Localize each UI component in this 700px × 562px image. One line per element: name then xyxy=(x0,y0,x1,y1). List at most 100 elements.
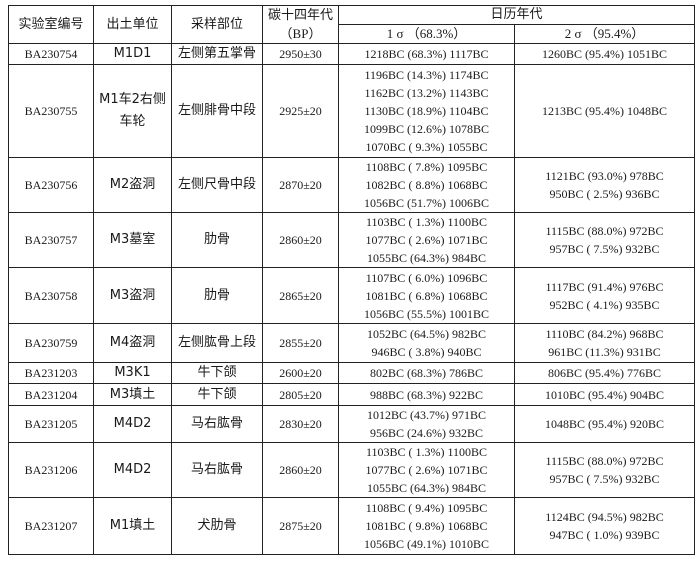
date-range: 1108BC ( 9.4%) 1095BC xyxy=(365,501,488,515)
unit-cell: M4盗洞 xyxy=(93,323,172,363)
unit-cell: M1D1 xyxy=(93,43,172,65)
lab-id-cell: BA231204 xyxy=(8,383,94,406)
unit-cell: M3K1 xyxy=(93,362,172,384)
unit-cell: M3盗洞 xyxy=(93,267,172,324)
table-row: BA231207 M1填土 犬肋骨 2875±20 1108BC ( 9.4%) 109… xyxy=(8,497,696,555)
date-range: 1082BC ( 8.8%) 1068BC xyxy=(365,178,488,192)
unit-cell: M2盗洞 xyxy=(93,157,172,213)
header-c14: 碳十四年代 （BP） xyxy=(262,5,339,44)
sigma2-cell: 1115BC (88.0%) 972BC 957BC ( 7.5%) 932BC xyxy=(513,212,696,268)
date-range: 1056BC (51.7%) 1006BC xyxy=(363,196,489,210)
date-range: 1055BC (64.3%) 984BC xyxy=(366,481,486,495)
date-range: 1081BC ( 6.8%) 1068BC xyxy=(365,288,488,303)
c14-cell: 2860±20 xyxy=(262,212,339,268)
header-lab-id: 实验室编号 xyxy=(8,5,94,44)
date-range: 1056BC (49.1%) 1010BC xyxy=(363,537,489,551)
date-range: 806BC (95.4%) 776BC xyxy=(548,366,662,380)
c14-cell: 2875±20 xyxy=(262,497,339,555)
date-range: 957BC ( 7.5%) 932BC xyxy=(549,472,660,486)
date-range: 1121BC (93.0%) 978BC xyxy=(545,169,664,183)
date-range: 1115BC (88.0%) 972BC xyxy=(545,454,664,468)
sigma2-cell: 1117BC (91.4%) 976BC 952BC ( 4.1%) 935BC xyxy=(513,267,696,324)
header-c14-unit: （BP） xyxy=(279,25,322,41)
date-range: 1081BC ( 9.8%) 1068BC xyxy=(365,519,488,533)
part-cell: 左侧第五掌骨 xyxy=(171,43,263,65)
lab-id-cell: BA231203 xyxy=(8,362,94,384)
header-calendar: 日历年代 xyxy=(337,5,696,25)
sigma2-cell: 1115BC (88.0%) 972BC 957BC ( 7.5%) 932BC xyxy=(513,442,696,498)
part-cell: 犬肋骨 xyxy=(171,497,263,555)
sigma1-cell: 1012BC (43.7%) 971BC 956BC (24.6%) 932BC xyxy=(338,405,515,443)
date-range: 946BC ( 3.8%) 940BC xyxy=(371,345,482,359)
lab-id-cell: BA230756 xyxy=(8,157,94,213)
part-cell: 马右肱骨 xyxy=(171,442,263,498)
part-cell: 左侧尺骨中段 xyxy=(171,157,263,213)
c14-cell: 2830±20 xyxy=(262,405,339,443)
c14-cell: 2950±30 xyxy=(262,43,339,65)
header-sigma2: 2 σ （95.4%） xyxy=(513,24,696,44)
table-row: BA230755 M1车2右侧车轮 左侧腓骨中段 2925±20 1196BC (14.… xyxy=(8,64,696,158)
date-range: 1103BC ( 1.3%) 1100BC xyxy=(365,445,488,459)
lab-id-cell: BA230755 xyxy=(8,64,94,158)
date-range: 1056BC (55.5%) 1001BC xyxy=(363,306,489,321)
date-range: 957BC ( 7.5%) 932BC xyxy=(549,242,660,256)
date-range: 1012BC (43.7%) 971BC xyxy=(366,408,486,422)
date-range: 1077BC ( 2.6%) 1071BC xyxy=(365,233,488,247)
lab-id-cell: BA230754 xyxy=(8,43,94,65)
date-range: 956BC (24.6%) 932BC xyxy=(369,426,483,440)
date-range: 1010BC (95.4%) 904BC xyxy=(545,387,665,402)
date-range: 1110BC (84.2%) 968BC xyxy=(545,327,664,341)
part-cell: 左侧肱骨上段 xyxy=(171,323,263,363)
c14-cell: 2865±20 xyxy=(262,267,339,324)
date-range: 947BC ( 1.0%) 939BC xyxy=(549,528,660,542)
table-row: BA231206 M4D2 马右肱骨 2860±20 1103BC ( 1.3%) 11… xyxy=(8,442,696,498)
sigma2-cell: 1121BC (93.0%) 978BC 950BC ( 2.5%) 936BC xyxy=(513,157,696,213)
table-row: BA231204 M3填土 牛下颌 2805±20 988BC (68.3%) 922B… xyxy=(8,383,696,406)
header-c14-label: 碳十四年代 xyxy=(267,7,333,23)
date-range: 1124BC (94.5%) 982BC xyxy=(545,510,664,524)
part-cell: 马右肱骨 xyxy=(171,405,263,443)
date-range: 1162BC (13.2%) 1143BC xyxy=(364,86,489,100)
header-unit: 出土单位 xyxy=(93,5,172,44)
date-range: 1218BC (68.3%) 1117BC xyxy=(364,47,489,61)
lab-id-cell: BA231205 xyxy=(8,405,94,443)
table-row: BA230759 M4盗洞 左侧肱骨上段 2855±20 1052BC (64.5%) … xyxy=(8,323,696,363)
sigma1-cell: 1103BC ( 1.3%) 1100BC 1077BC ( 2.6%) 1071… xyxy=(338,212,515,268)
table-row: BA231205 M4D2 马右肱骨 2830±20 1012BC (43.7%) 97… xyxy=(8,405,696,443)
unit-cell: M3墓室 xyxy=(93,212,172,268)
date-range: 1196BC (14.3%) 1174BC xyxy=(364,68,489,82)
lab-id-cell: BA231207 xyxy=(8,497,94,555)
sigma2-cell: 1213BC (95.4%) 1048BC xyxy=(513,64,696,158)
sigma1-cell: 1218BC (68.3%) 1117BC xyxy=(338,43,515,65)
date-range: 1055BC (64.3%) 984BC xyxy=(366,251,486,265)
part-cell: 左侧腓骨中段 xyxy=(171,64,263,158)
sigma1-cell: 1108BC ( 9.4%) 1095BC 1081BC ( 9.8%) 1068… xyxy=(338,497,515,555)
sigma2-cell: 1110BC (84.2%) 968BC 961BC (11.3%) 931BC xyxy=(513,323,696,363)
lab-id-cell: BA230757 xyxy=(8,212,94,268)
date-range: 1130BC (18.9%) 1104BC xyxy=(364,104,489,118)
sigma1-cell: 988BC (68.3%) 922BC xyxy=(338,383,515,406)
unit-cell: M3填土 xyxy=(93,383,172,406)
date-range: 1052BC (64.5%) 982BC xyxy=(366,327,486,341)
table-row: BA230758 M3盗洞 肋骨 2865±20 1107BC ( 6.0%) 1096… xyxy=(8,267,696,324)
sigma2-cell: 1124BC (94.5%) 982BC 947BC ( 1.0%) 939BC xyxy=(513,497,696,555)
sigma2-cell: 1048BC (95.4%) 920BC xyxy=(513,405,696,443)
date-range: 1077BC ( 2.6%) 1071BC xyxy=(365,463,488,477)
date-range: 1099BC (12.6%) 1078BC xyxy=(363,122,489,136)
unit-cell: M4D2 xyxy=(93,405,172,443)
date-range: 1260BC (95.4%) 1051BC xyxy=(542,47,668,61)
c14-cell: 2805±20 xyxy=(262,383,339,406)
date-range: 1213BC (95.4%) 1048BC xyxy=(542,104,668,118)
lab-id-cell: BA230759 xyxy=(8,323,94,363)
unit-cell: M1车2右侧车轮 xyxy=(93,64,172,158)
date-range: 952BC ( 4.1%) 935BC xyxy=(549,297,660,312)
date-range: 1108BC ( 7.8%) 1095BC xyxy=(365,160,488,174)
date-range: 1117BC (91.4%) 976BC xyxy=(545,279,664,294)
date-range: 1070BC ( 9.3%) 1055BC xyxy=(365,140,488,154)
radiocarbon-dates-table: 实验室编号 出土单位 采样部位 碳十四年代 （BP） 日历年代 1 σ （68.… xyxy=(8,5,696,555)
part-cell: 肋骨 xyxy=(171,212,263,268)
unit-cell: M4D2 xyxy=(93,442,172,498)
sigma1-cell: 1107BC ( 6.0%) 1096BC 1081BC ( 6.8%) 1068… xyxy=(338,267,515,324)
c14-cell: 2925±20 xyxy=(262,64,339,158)
date-range: 1115BC (88.0%) 972BC xyxy=(545,224,664,238)
